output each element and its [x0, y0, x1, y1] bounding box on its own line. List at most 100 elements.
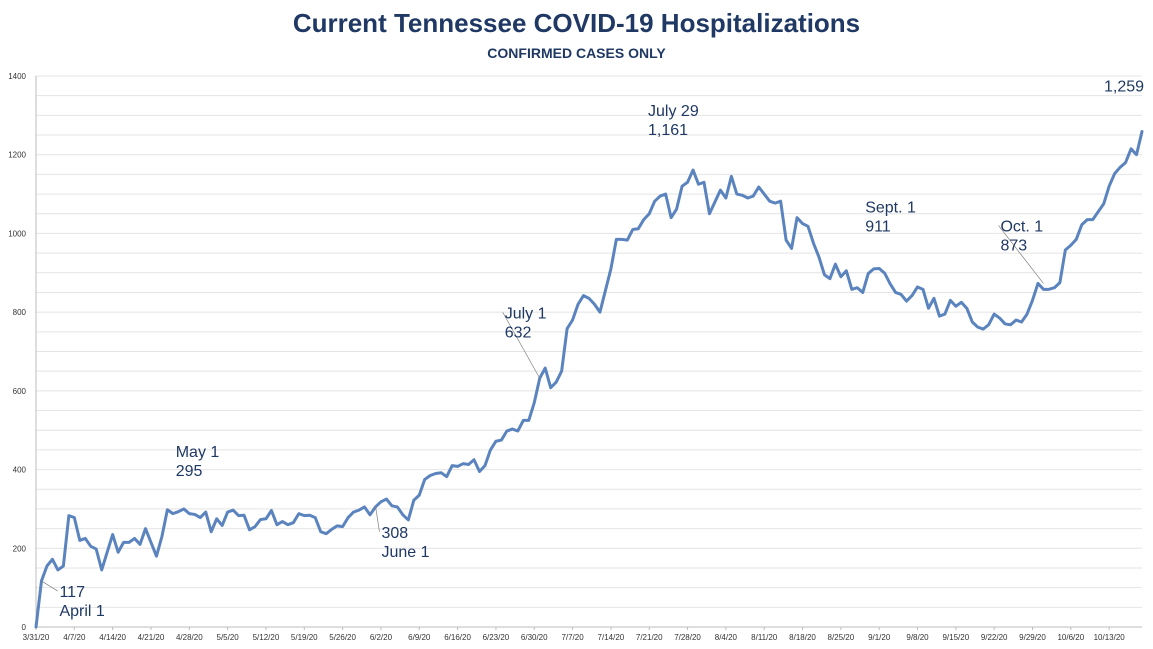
data-point [714, 201, 716, 203]
x-tick-label: 4/14/20 [99, 633, 126, 642]
data-point [632, 228, 634, 230]
data-point [1042, 288, 1044, 290]
data-point [298, 512, 300, 514]
data-point [161, 535, 163, 537]
data-point [1015, 319, 1017, 321]
data-point [588, 297, 590, 299]
data-point [330, 528, 332, 530]
data-point [1075, 238, 1077, 240]
data-point [774, 202, 776, 204]
data-point [281, 520, 283, 522]
x-tick-label: 3/31/20 [23, 633, 50, 642]
data-point [314, 516, 316, 518]
annotation-label: Sept. 1 [865, 199, 916, 216]
data-point [73, 516, 75, 518]
data-point [270, 509, 272, 511]
data-point [347, 516, 349, 518]
data-point [889, 283, 891, 285]
y-tick-label: 400 [13, 466, 27, 475]
annotation-sublabel: 295 [176, 463, 203, 480]
data-point [883, 272, 885, 274]
data-point [1004, 323, 1006, 325]
data-point [259, 518, 261, 520]
data-point [500, 439, 502, 441]
data-point [747, 197, 749, 199]
data-point [577, 303, 579, 305]
data-point [101, 569, 103, 571]
annotation-sublabel: April 1 [59, 603, 104, 620]
annotation-label: 1,259 [1104, 78, 1144, 95]
data-point [243, 514, 245, 516]
data-point [960, 301, 962, 303]
data-point [248, 529, 250, 531]
data-point [106, 551, 108, 553]
data-point [51, 558, 53, 560]
data-point [451, 464, 453, 466]
x-tick-label: 7/21/20 [636, 633, 663, 642]
x-tick-label: 6/16/20 [444, 633, 471, 642]
hospitalizations-line [34, 129, 1144, 629]
data-point [637, 228, 639, 230]
y-tick-label: 0 [22, 623, 27, 632]
data-point [1092, 218, 1094, 220]
data-point [829, 277, 831, 279]
data-point [172, 512, 174, 514]
annotation-label: July 29 [648, 103, 699, 120]
data-point [139, 543, 141, 545]
data-point [785, 239, 787, 241]
data-point [473, 459, 475, 461]
data-point [643, 218, 645, 220]
data-point [845, 270, 847, 272]
data-point [664, 193, 666, 195]
x-tick-label: 8/4/20 [715, 633, 738, 642]
data-point [944, 313, 946, 315]
data-point [413, 499, 415, 501]
data-point [659, 195, 661, 197]
data-point [796, 216, 798, 218]
data-point [155, 555, 157, 557]
y-tick-label: 600 [13, 387, 27, 396]
data-point [489, 449, 491, 451]
annotation-sublabel: 1,161 [648, 122, 688, 139]
data-point [582, 294, 584, 296]
data-point [708, 213, 710, 215]
x-tick-label: 4/21/20 [138, 633, 165, 642]
data-point [555, 381, 557, 383]
data-point [199, 516, 201, 518]
data-point [1097, 211, 1099, 213]
x-tick-label: 10/6/20 [1057, 633, 1084, 642]
data-point [1053, 287, 1055, 289]
data-point [966, 307, 968, 309]
data-point [117, 551, 119, 553]
y-tick-label: 1400 [8, 72, 26, 81]
data-point [1135, 154, 1137, 156]
annotation-sublabel: 911 [865, 218, 891, 235]
x-tick-label: 4/28/20 [176, 633, 203, 642]
data-point [341, 525, 343, 527]
data-point [95, 548, 97, 550]
x-tick-label: 8/25/20 [828, 633, 855, 642]
data-point [122, 541, 124, 543]
data-point [1026, 313, 1028, 315]
data-point [35, 626, 37, 628]
data-point [205, 511, 207, 513]
data-point [779, 200, 781, 202]
data-point [380, 501, 382, 503]
data-point [226, 511, 228, 513]
data-point [467, 463, 469, 465]
x-tick-label: 9/1/20 [868, 633, 891, 642]
data-point [407, 519, 409, 521]
data-point [1070, 244, 1072, 246]
data-point [807, 225, 809, 227]
annotation-label: May 1 [176, 444, 220, 461]
data-point [615, 238, 617, 240]
gridlines [36, 75, 1142, 608]
x-tick-label: 9/29/20 [1019, 633, 1046, 642]
data-point [79, 539, 81, 541]
data-point [768, 200, 770, 202]
data-point [955, 305, 957, 307]
data-point [440, 472, 442, 474]
data-point [1059, 281, 1061, 283]
annotation-sublabel: 632 [505, 324, 532, 341]
data-point [391, 505, 393, 507]
